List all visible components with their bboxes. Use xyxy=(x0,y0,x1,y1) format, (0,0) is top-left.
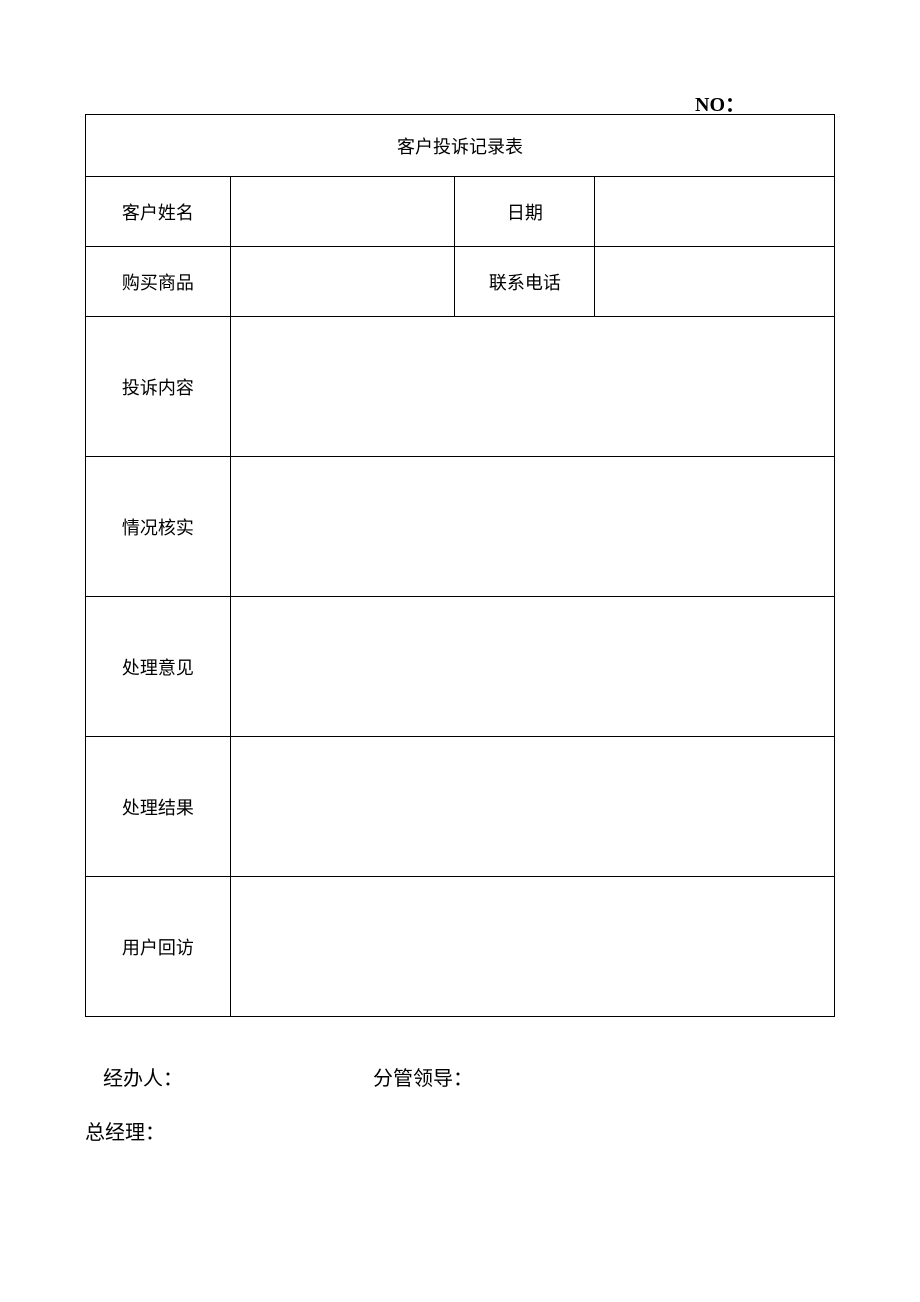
followup-row: 用户回访 xyxy=(86,877,835,1017)
product-value xyxy=(230,247,455,317)
phone-label: 联系电话 xyxy=(455,247,595,317)
handling-opinion-value xyxy=(230,597,834,737)
complaint-form-table: 客户投诉记录表 客户姓名 日期 购买商品 联系电话 投诉内容 情况核实 处理意见… xyxy=(85,114,835,1017)
manager-signature-label: 总经理： xyxy=(85,1111,835,1155)
customer-name-value xyxy=(230,177,455,247)
product-row: 购买商品 联系电话 xyxy=(86,247,835,317)
date-label: 日期 xyxy=(455,177,595,247)
verification-value xyxy=(230,457,834,597)
product-label: 购买商品 xyxy=(86,247,231,317)
handling-result-value xyxy=(230,737,834,877)
customer-row: 客户姓名 日期 xyxy=(86,177,835,247)
complaint-content-row: 投诉内容 xyxy=(86,317,835,457)
handling-opinion-row: 处理意见 xyxy=(86,597,835,737)
handling-result-row: 处理结果 xyxy=(86,737,835,877)
followup-value xyxy=(230,877,834,1017)
handling-opinion-label: 处理意见 xyxy=(86,597,231,737)
signatures-section: 经办人： 分管领导： 总经理： xyxy=(85,1057,835,1155)
verification-row: 情况核实 xyxy=(86,457,835,597)
supervisor-signature-label: 分管领导： xyxy=(373,1057,473,1101)
customer-name-label: 客户姓名 xyxy=(86,177,231,247)
complaint-content-label: 投诉内容 xyxy=(86,317,231,457)
title-row: 客户投诉记录表 xyxy=(86,115,835,177)
form-number-label: NO： xyxy=(695,88,745,117)
handling-result-label: 处理结果 xyxy=(86,737,231,877)
followup-label: 用户回访 xyxy=(86,877,231,1017)
complaint-content-value xyxy=(230,317,834,457)
date-value xyxy=(595,177,835,247)
handler-signature-label: 经办人： xyxy=(103,1057,373,1101)
form-title: 客户投诉记录表 xyxy=(86,115,835,177)
phone-value xyxy=(595,247,835,317)
signature-row-1: 经办人： 分管领导： xyxy=(85,1057,835,1101)
verification-label: 情况核实 xyxy=(86,457,231,597)
